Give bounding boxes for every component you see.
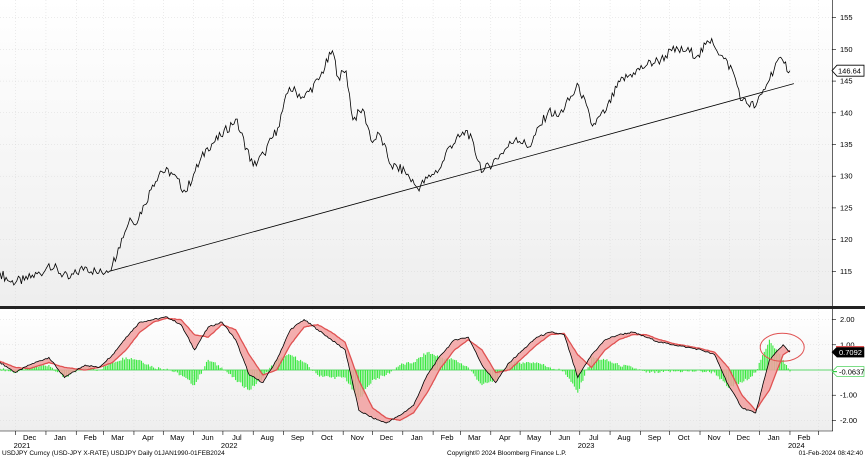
last-price-tag-box (831, 64, 865, 77)
x-tick-label: Feb (84, 433, 97, 442)
price-panel-background (0, 0, 833, 306)
price-line (0, 37, 791, 286)
x-tick-label: Jan (411, 433, 423, 442)
oscillator-hist-tag-label: -0.0637 (839, 367, 864, 376)
price-y-tick-label: 150 (840, 45, 853, 54)
x-tick-label: Sep (648, 433, 661, 442)
oscillator-spread-fill (0, 316, 790, 423)
price-y-tick-label: 135 (840, 140, 853, 149)
annotation-ellipse (759, 332, 805, 362)
x-tick-label: May (527, 433, 541, 442)
x-tick-label: Feb (797, 433, 810, 442)
x-tick-label: Apr (499, 433, 511, 442)
x-year-label: 2024 (788, 441, 805, 450)
trendline (109, 83, 794, 272)
x-tick-label: Aug (261, 433, 274, 442)
price-y-tick-label: 115 (840, 267, 852, 276)
footer-series-info: USDJPY Curncy (USD-JPY X-RATE) USDJPY Da… (2, 450, 225, 457)
x-tick-label: Aug (617, 433, 630, 442)
oscillator-fill-layer (0, 316, 790, 423)
x-tick-label: Dec (23, 433, 37, 442)
oscillator-hist-tag-box (831, 366, 865, 377)
panel-divider (0, 306, 865, 309)
x-tick-label: Dec (737, 433, 751, 442)
price-line-layer (0, 37, 791, 286)
x-tick-label: Nov (707, 433, 721, 442)
oscillator-slow-line (0, 317, 791, 422)
x-tick-label: Oct (678, 433, 691, 442)
price-y-tick-label: 140 (840, 108, 853, 117)
oscillator-fast-line (0, 316, 791, 424)
x-year-label: 2022 (221, 441, 238, 450)
x-tick-label: Feb (441, 433, 454, 442)
price-gridlines (0, 0, 832, 306)
oscillator-lines-layer (0, 316, 791, 424)
annotation-layer (759, 332, 805, 362)
x-tick-label: Jul (232, 433, 242, 442)
x-tick-label: Jun (558, 433, 570, 442)
x-tick-label: Jan (768, 433, 780, 442)
last-price-tag-label: 146.64 (838, 66, 861, 75)
x-tick-label: Jan (54, 433, 66, 442)
x-tick-label: Nov (350, 433, 364, 442)
trendline-layer (109, 83, 794, 272)
value-tags: 146.64 0.7092 -0.0637 (831, 64, 865, 377)
price-y-tick-label: 130 (840, 172, 853, 181)
right-axis: 115 120 125 130 135 140 145 150 155 -2.00 -1.00 1.0… (832, 0, 857, 431)
price-y-tick-label: 125 (840, 203, 853, 212)
price-y-tick-label: 120 (840, 235, 853, 244)
price-y-tick-label: 145 (840, 77, 853, 86)
x-tick-label: Sep (291, 433, 304, 442)
oscillator-y-tick-label: 1.00 (840, 340, 855, 349)
x-tick-label: Mar (468, 433, 481, 442)
x-year-label: 2021 (14, 441, 31, 450)
oscillator-y-tick-label: -1.00 (840, 391, 857, 400)
x-year-label: 2023 (578, 441, 595, 450)
x-tick-label: Dec (380, 433, 394, 442)
oscillator-fast-tag-label: 0.7092 (839, 348, 862, 357)
footer-timestamp: 01-Feb-2024 08:42:40 (799, 450, 864, 457)
x-axis: Dec Jan Feb Mar Apr May Jun Jul Aug Sep Oct Nov Dec J… (14, 431, 819, 450)
x-tick-label: Jun (202, 433, 214, 442)
x-tick-label: Jul (589, 433, 599, 442)
x-tick-label: Oct (321, 433, 334, 442)
price-y-tick-label: 155 (840, 13, 853, 22)
oscillator-y-tick-label: -2.00 (840, 416, 857, 425)
footer-copyright: Copyright© 2024 Bloomberg Finance L.P. (447, 449, 567, 457)
x-tick-label: May (170, 433, 184, 442)
x-tick-label: Apr (142, 433, 154, 442)
oscillator-y-tick-label: 2.00 (840, 315, 855, 324)
oscillator-fast-tag-box (831, 346, 865, 358)
x-tick-label: Mar (111, 433, 124, 442)
